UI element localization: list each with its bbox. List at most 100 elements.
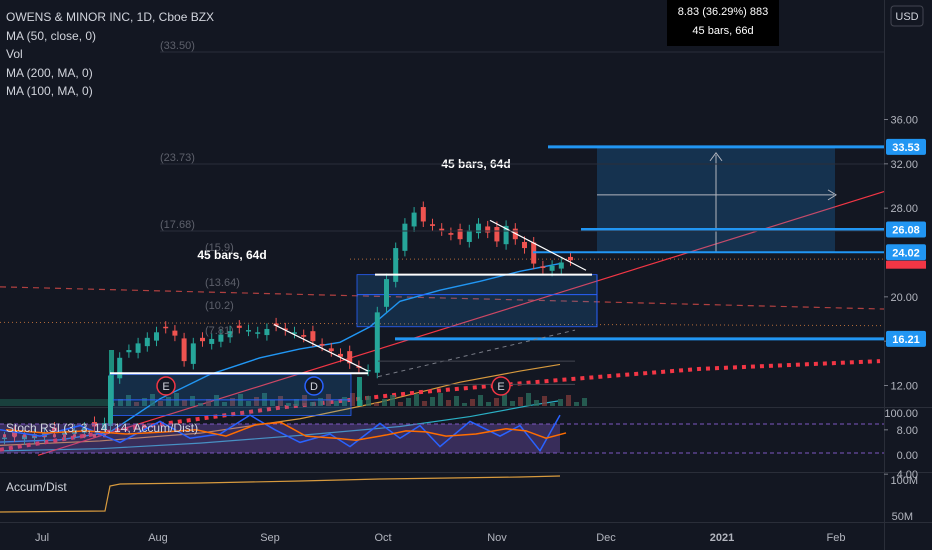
candle-body bbox=[83, 434, 86, 438]
ma200-line bbox=[0, 400, 559, 452]
volume-bar bbox=[286, 403, 291, 406]
faded-level-label: (23.73) bbox=[160, 152, 195, 164]
time-tick-label: Oct bbox=[374, 532, 391, 544]
candle-body bbox=[62, 430, 67, 435]
price-badge-label: 26.08 bbox=[892, 224, 920, 236]
candle-body bbox=[43, 434, 46, 438]
price-tick-label: 12.00 bbox=[890, 381, 918, 393]
event-marker-label: E bbox=[497, 381, 504, 393]
volume-bar bbox=[574, 402, 579, 406]
candle-body bbox=[172, 330, 178, 336]
price-badge-label: 24.02 bbox=[892, 247, 920, 259]
measure-arrow-head bbox=[709, 152, 723, 162]
candle-body bbox=[154, 332, 159, 341]
candle-body bbox=[144, 337, 150, 347]
volume-bar bbox=[342, 397, 347, 406]
accum-tick-label: 100M bbox=[890, 475, 918, 487]
price-badge bbox=[886, 138, 926, 155]
measure-tooltip: 8.83 (36.29%) 883 45 bars, 66d bbox=[667, 0, 779, 46]
volume-bar bbox=[166, 397, 171, 406]
measure-change: 8.83 (36.29%) 883 bbox=[677, 6, 769, 18]
candle-body bbox=[282, 328, 288, 331]
candle-body bbox=[549, 265, 555, 271]
stoch-tick-label: 100.00 bbox=[884, 408, 918, 420]
faded-level-label: (17.68) bbox=[160, 219, 195, 231]
candle-body bbox=[108, 375, 113, 426]
candle-body bbox=[503, 225, 509, 245]
volume-bar bbox=[270, 400, 275, 406]
last-price-badge bbox=[886, 260, 926, 269]
price-axis-bg bbox=[885, 0, 932, 550]
volume-bar bbox=[254, 397, 259, 406]
candle-body bbox=[310, 331, 316, 342]
candle-body bbox=[93, 434, 96, 438]
volume-bar bbox=[558, 399, 563, 406]
candle-body bbox=[218, 334, 224, 342]
volume-bar bbox=[502, 394, 507, 406]
price-badge-label: 16.21 bbox=[892, 334, 920, 346]
candle-body bbox=[374, 312, 380, 373]
measure-arrow-head bbox=[827, 189, 837, 201]
candle-body bbox=[420, 207, 426, 222]
candle-body bbox=[540, 266, 546, 269]
volume-bar bbox=[230, 398, 235, 406]
faded-level-label: (15.9) bbox=[205, 242, 234, 254]
candle-body bbox=[273, 323, 279, 326]
candle-body bbox=[117, 357, 123, 379]
pattern-label: 45 bars, 64d bbox=[197, 248, 266, 262]
indicator-ma200[interactable]: MA (200, MA, 0) bbox=[6, 65, 93, 80]
candle-body bbox=[102, 423, 107, 430]
candle-body bbox=[328, 348, 334, 352]
volume-bar bbox=[518, 397, 523, 406]
candle-body bbox=[236, 325, 242, 328]
faded-level-label: (13.64) bbox=[205, 277, 240, 289]
candle-body bbox=[82, 427, 87, 433]
ma50-line bbox=[0, 262, 561, 443]
volume-bar bbox=[478, 395, 483, 406]
volume-bar bbox=[582, 398, 587, 406]
candle-body bbox=[209, 338, 215, 344]
pennant-top-line bbox=[273, 324, 369, 372]
candle-body bbox=[384, 279, 389, 307]
volume-bar bbox=[446, 400, 451, 406]
time-tick-label: Nov bbox=[487, 532, 507, 544]
candle-body bbox=[22, 435, 27, 440]
volume-bar bbox=[357, 377, 362, 406]
candle-body bbox=[163, 326, 169, 329]
candle-body bbox=[264, 328, 270, 336]
candle-body bbox=[476, 223, 481, 234]
candle-body bbox=[558, 262, 564, 269]
candle-body bbox=[73, 434, 76, 438]
candle-body bbox=[448, 233, 454, 235]
candle-body bbox=[135, 343, 141, 353]
indicator-ma100[interactable]: MA (100, MA, 0) bbox=[6, 84, 93, 98]
candle-body bbox=[393, 248, 399, 282]
volume-bar bbox=[182, 400, 187, 406]
price-tick-label: 32.00 bbox=[890, 159, 918, 171]
volume-bar bbox=[278, 396, 283, 406]
price-badge bbox=[886, 330, 926, 347]
indicator-vol[interactable]: Vol bbox=[6, 47, 23, 61]
candle-body bbox=[402, 223, 408, 251]
indicator-ma50[interactable]: MA (50, close, 0) bbox=[6, 28, 97, 43]
volume-bar bbox=[206, 399, 211, 406]
stoch-rsi-label[interactable]: Stoch RSI (3, 3, 14, 14, Accum/Dist) bbox=[6, 421, 199, 435]
volume-bar bbox=[382, 399, 387, 406]
volume-bar bbox=[390, 395, 395, 406]
candle-body bbox=[430, 224, 435, 226]
candle-body bbox=[227, 331, 233, 338]
candle-body bbox=[53, 434, 56, 438]
candle-body bbox=[485, 226, 491, 233]
volume-bar bbox=[134, 402, 139, 406]
volume-bar bbox=[310, 402, 315, 406]
accum-tick-label: 50M bbox=[892, 511, 913, 523]
volume-bar bbox=[302, 395, 307, 406]
symbol-title[interactable]: OWENS & MINOR INC, 1D, Cboe BZX bbox=[6, 10, 215, 24]
candle-body bbox=[301, 335, 307, 337]
volume-bar bbox=[118, 399, 123, 406]
time-tick-label: Aug bbox=[148, 532, 168, 544]
accum-dist-label[interactable]: Accum/Dist bbox=[6, 480, 67, 494]
price-tick-label: 20.00 bbox=[890, 292, 918, 304]
candle-body bbox=[568, 256, 573, 261]
